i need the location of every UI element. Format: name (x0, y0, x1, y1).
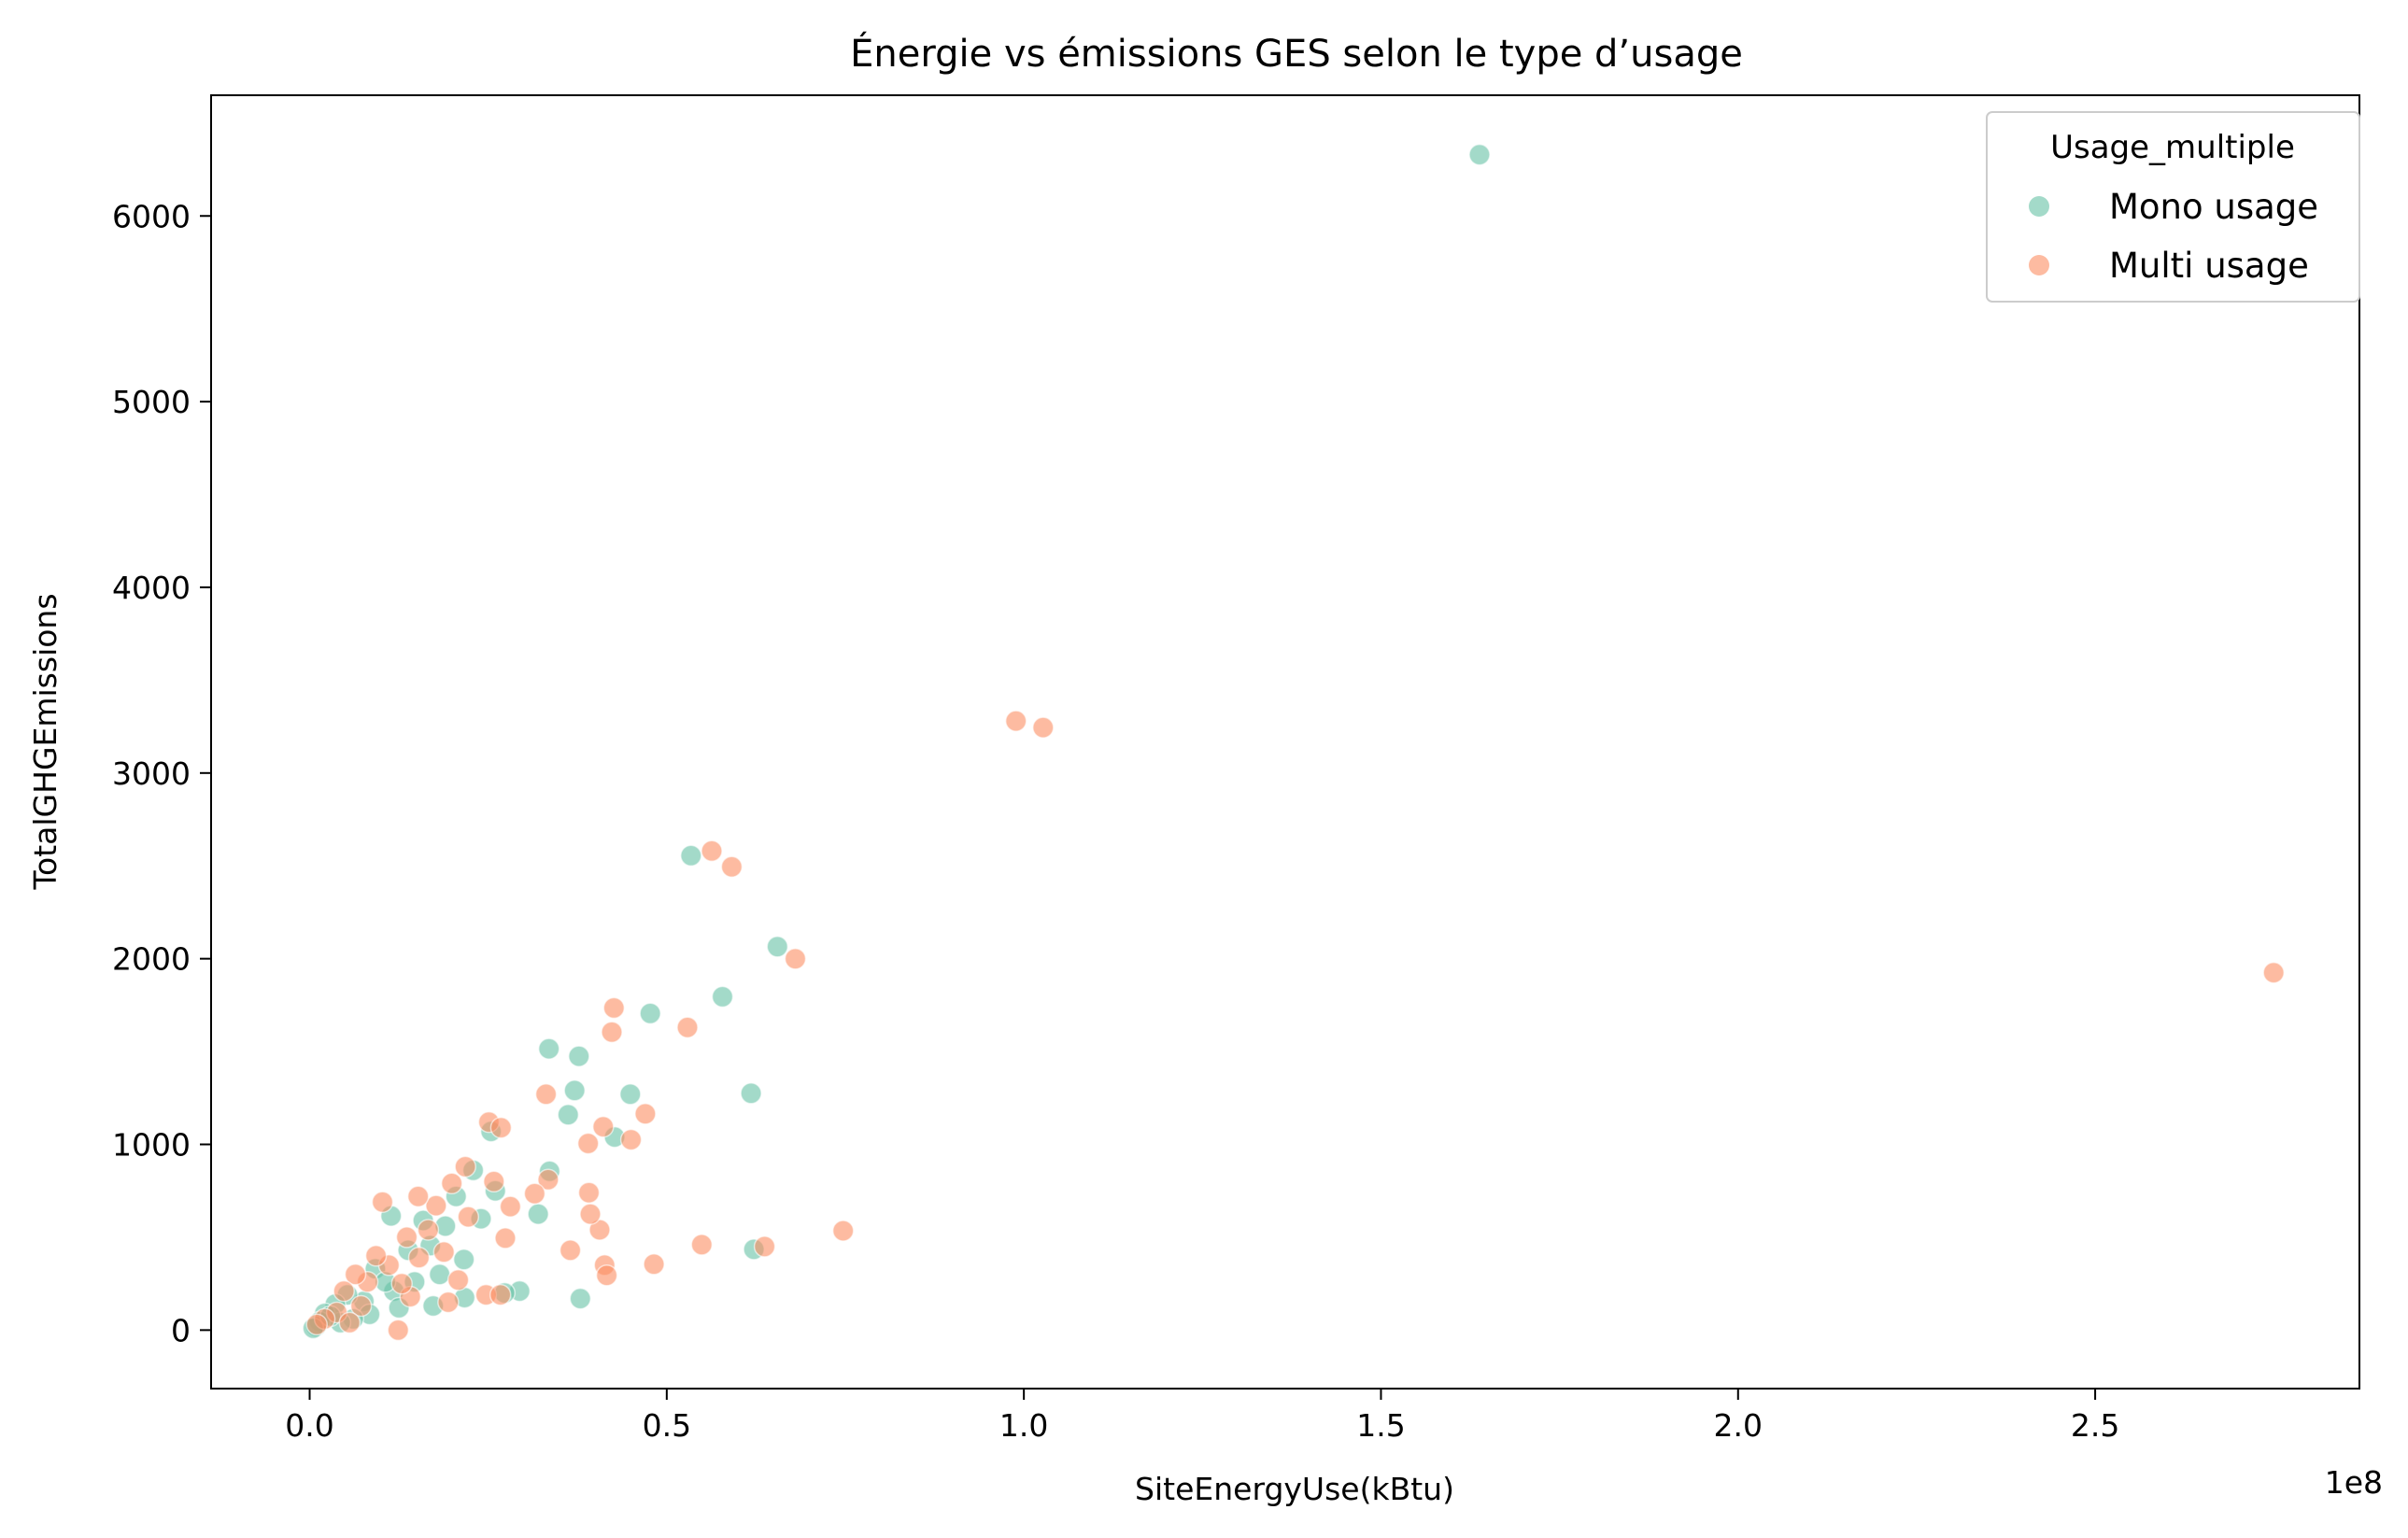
y-tick-label: 5000 (112, 384, 191, 420)
data-point-mono-usage (680, 844, 702, 868)
data-point-multi-usage (831, 1220, 855, 1242)
data-points-layer (302, 143, 2285, 1342)
x-axis-label: SiteEnergyUse(kBtu) (1135, 1471, 1454, 1507)
data-point-mono-usage (711, 985, 734, 1009)
data-point-multi-usage (595, 1263, 618, 1287)
data-point-multi-usage (634, 1102, 657, 1125)
data-point-multi-usage (425, 1194, 447, 1217)
data-point-multi-usage (432, 1241, 456, 1263)
data-point-multi-usage (489, 1283, 512, 1306)
y-axis-label: TotalGHGEmissions (27, 593, 64, 890)
data-point-multi-usage (333, 1279, 355, 1303)
data-point-mono-usage (557, 1103, 580, 1126)
legend-label-mono-usage: Mono usage (2109, 187, 2318, 227)
data-point-multi-usage (559, 1239, 582, 1262)
data-point-multi-usage (390, 1272, 413, 1295)
chart-title: Énergie vs émissions GES selon le type d… (850, 31, 1743, 76)
data-point-multi-usage (537, 1168, 560, 1192)
legend: Usage_multiple Mono usage Multi usage (1986, 111, 2360, 303)
x-axis-ticks: 0.0 0.5 1.0 1.5 2.0 2.5 (285, 1389, 2119, 1444)
data-point-multi-usage (576, 1132, 600, 1155)
data-point-mono-usage (766, 935, 789, 958)
plot-area-frame (210, 94, 2360, 1390)
data-point-multi-usage (483, 1170, 505, 1193)
data-point-multi-usage (454, 1155, 476, 1178)
legend-marker-multi-usage (2029, 255, 2049, 275)
data-point-multi-usage (534, 1083, 558, 1106)
data-point-multi-usage (406, 1185, 430, 1207)
data-point-mono-usage (619, 1083, 642, 1106)
x-tick-label: 0.5 (643, 1407, 691, 1444)
data-point-multi-usage (676, 1016, 699, 1038)
y-tick-label: 2000 (112, 941, 191, 978)
data-point-multi-usage (407, 1247, 431, 1269)
data-point-multi-usage (619, 1128, 643, 1151)
data-point-mono-usage (740, 1082, 762, 1105)
x-axis-offset-label: 1e8 (2325, 1464, 2383, 1501)
legend-title: Usage_multiple (2050, 129, 2295, 166)
legend-box (1986, 111, 2360, 303)
data-point-multi-usage (579, 1203, 602, 1225)
y-tick-label: 6000 (112, 198, 191, 234)
data-point-multi-usage (690, 1234, 714, 1256)
x-tick-label: 1.5 (1356, 1407, 1405, 1444)
data-point-multi-usage (338, 1311, 361, 1334)
y-tick-label: 3000 (112, 755, 191, 792)
data-point-multi-usage (753, 1235, 776, 1258)
y-tick-label: 0 (171, 1312, 191, 1348)
data-point-multi-usage (371, 1191, 394, 1213)
data-point-multi-usage (364, 1245, 388, 1267)
y-tick-label: 4000 (112, 570, 191, 606)
data-point-multi-usage (701, 840, 723, 863)
data-point-multi-usage (499, 1195, 522, 1218)
data-point-multi-usage (601, 1021, 623, 1043)
data-point-mono-usage (1468, 143, 1491, 166)
data-point-multi-usage (2262, 961, 2285, 984)
data-point-multi-usage (784, 947, 807, 970)
data-point-multi-usage (387, 1319, 410, 1342)
x-tick-label: 2.5 (2071, 1407, 2119, 1444)
data-point-multi-usage (395, 1226, 418, 1249)
data-point-multi-usage (489, 1116, 513, 1139)
data-point-mono-usage (537, 1037, 560, 1060)
legend-marker-mono-usage (2029, 196, 2049, 217)
data-point-multi-usage (643, 1253, 665, 1276)
y-tick-label: 1000 (112, 1127, 191, 1164)
data-point-multi-usage (1032, 716, 1055, 739)
data-point-mono-usage (569, 1287, 592, 1310)
legend-label-multi-usage: Multi usage (2109, 246, 2309, 286)
data-point-mono-usage (639, 1002, 661, 1025)
data-point-multi-usage (577, 1181, 601, 1204)
data-point-multi-usage (494, 1227, 517, 1249)
data-point-mono-usage (563, 1079, 586, 1102)
data-point-multi-usage (720, 855, 744, 878)
data-point-mono-usage (428, 1263, 451, 1286)
data-point-multi-usage (305, 1313, 328, 1336)
data-point-mono-usage (527, 1203, 549, 1225)
x-tick-label: 1.0 (999, 1407, 1048, 1444)
data-point-multi-usage (592, 1115, 615, 1138)
x-tick-label: 0.0 (285, 1407, 333, 1444)
data-point-multi-usage (1004, 710, 1027, 732)
data-point-multi-usage (446, 1268, 470, 1291)
data-point-multi-usage (457, 1206, 480, 1228)
data-point-multi-usage (437, 1291, 460, 1314)
data-point-multi-usage (440, 1172, 463, 1195)
data-point-multi-usage (344, 1263, 367, 1286)
data-point-mono-usage (452, 1249, 475, 1271)
data-point-multi-usage (349, 1294, 373, 1318)
x-tick-label: 2.0 (1714, 1407, 1763, 1444)
y-axis-ticks: 0 1000 2000 3000 4000 5000 6000 (112, 198, 211, 1348)
data-point-mono-usage (568, 1045, 590, 1067)
data-point-multi-usage (602, 996, 626, 1020)
data-point-multi-usage (523, 1182, 546, 1205)
data-point-multi-usage (417, 1219, 440, 1241)
